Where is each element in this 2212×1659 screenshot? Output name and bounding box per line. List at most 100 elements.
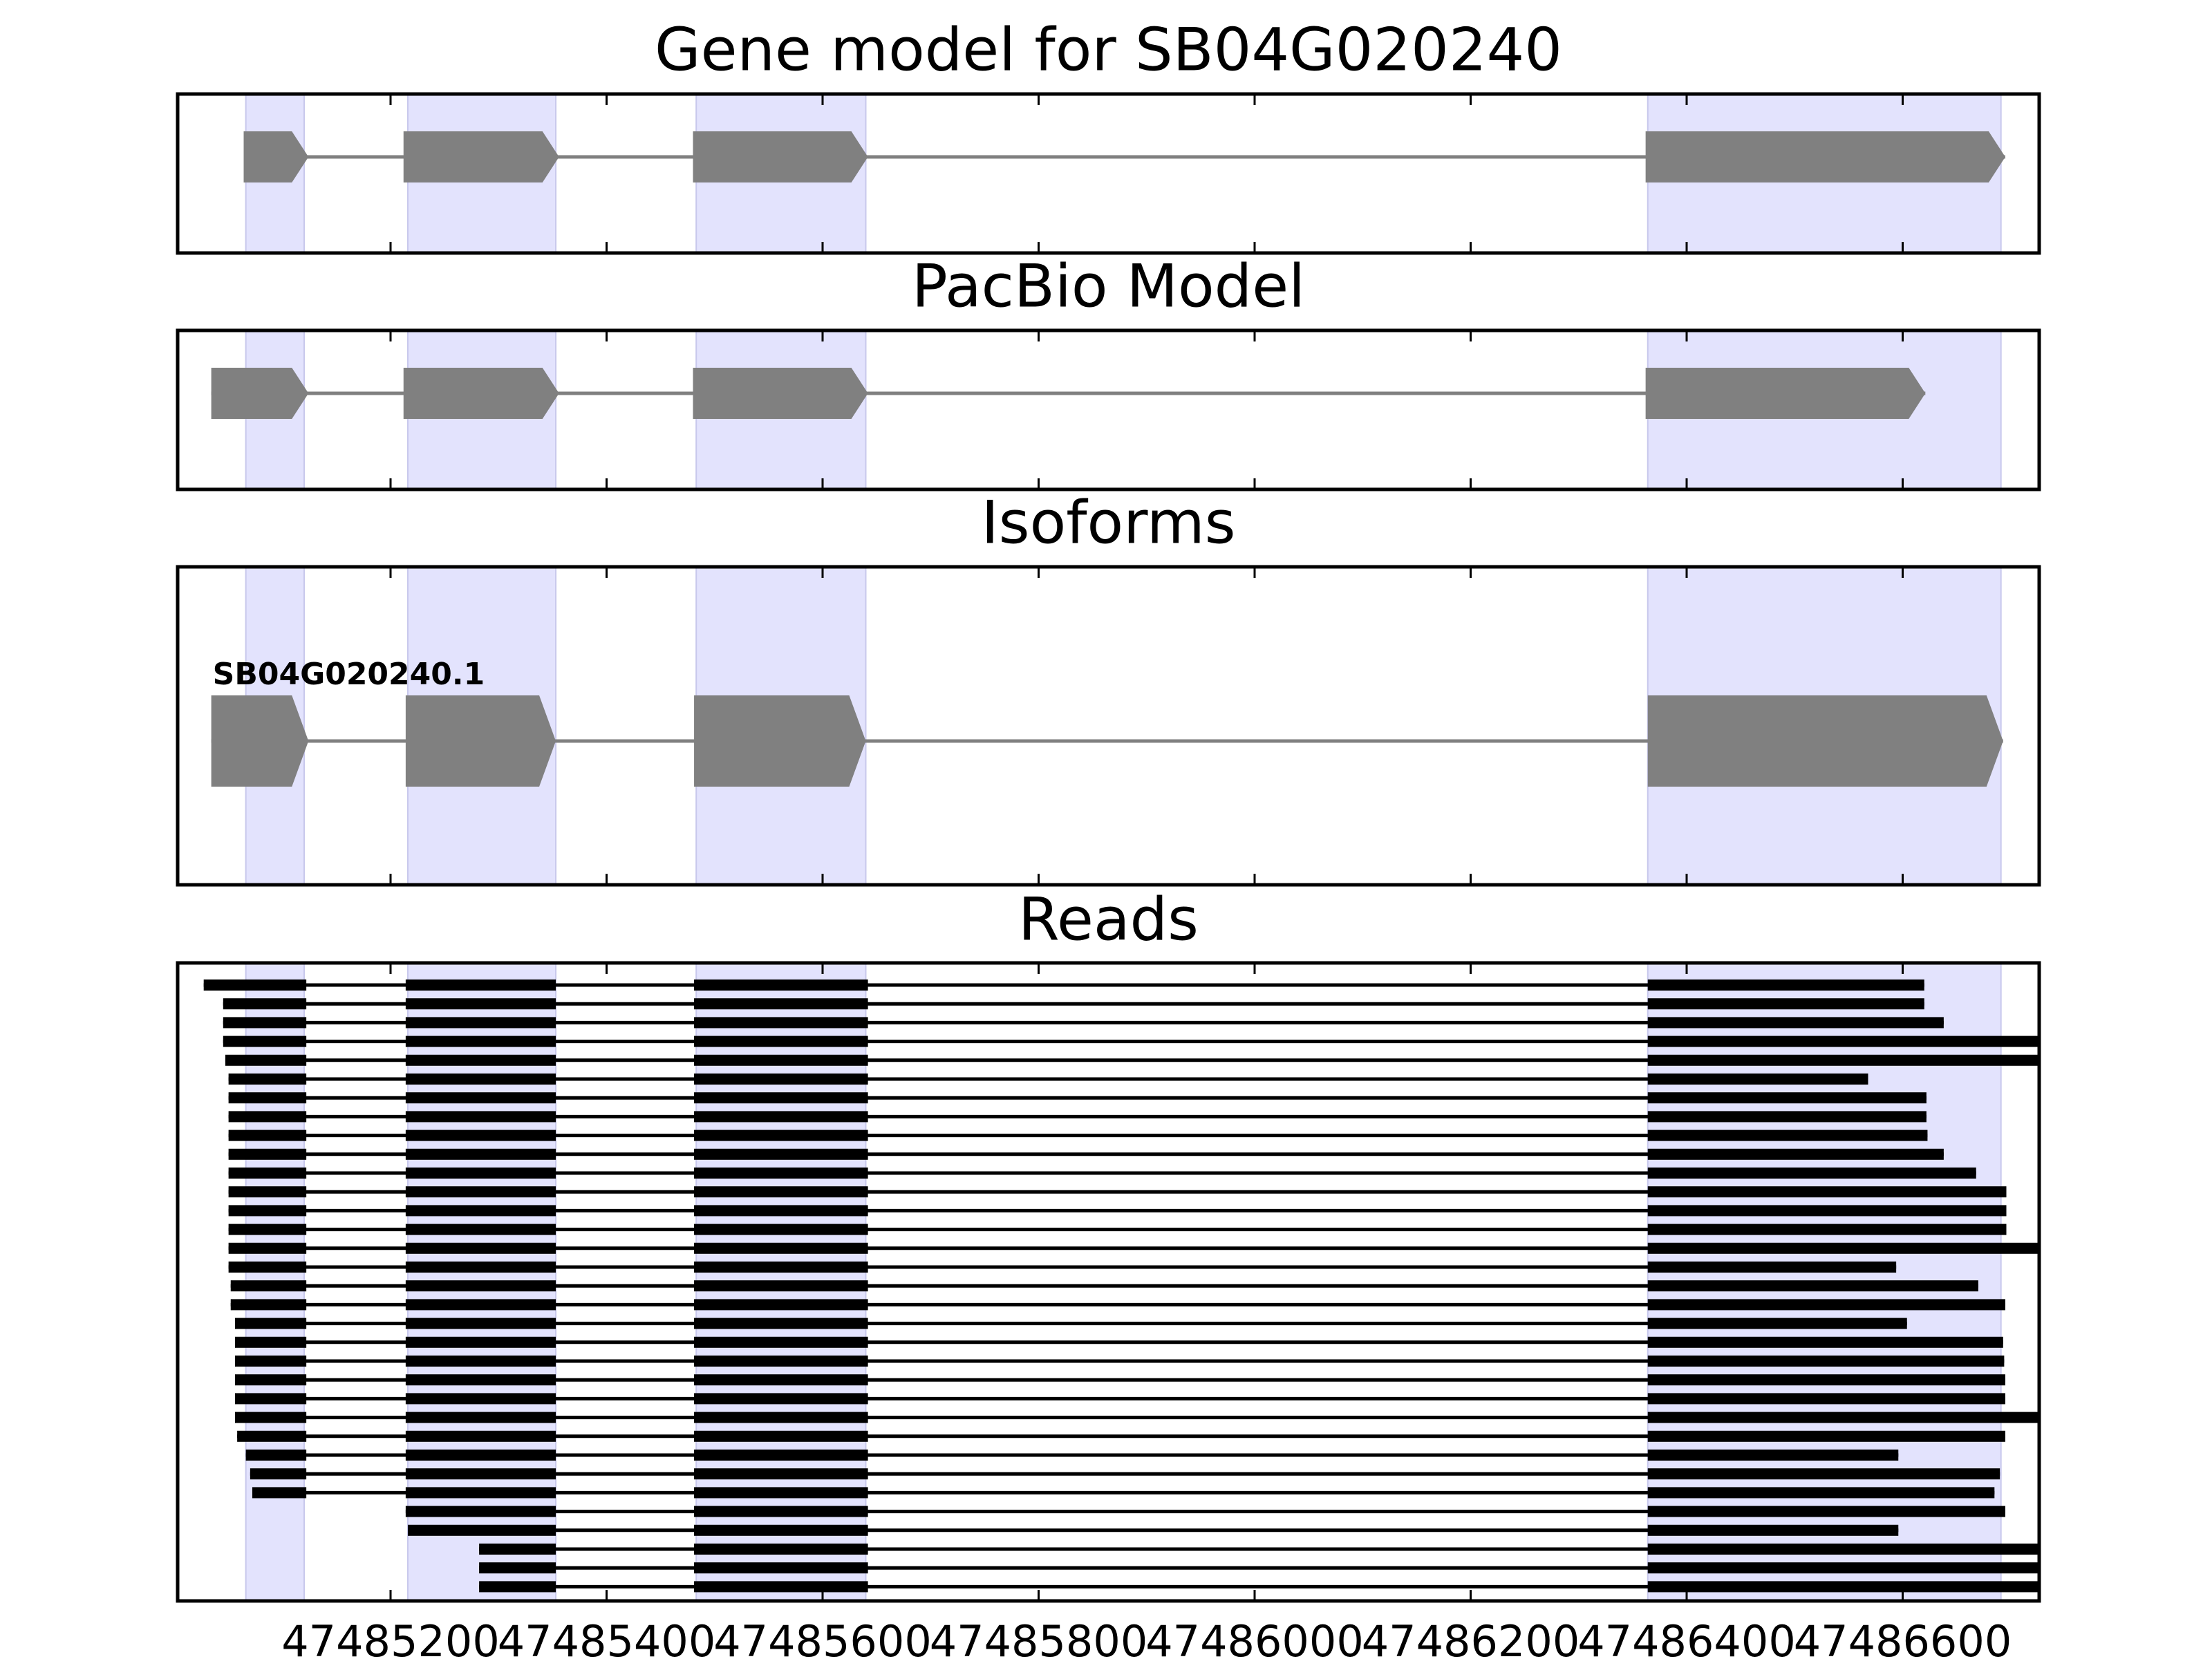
panel-title: Gene model for SB04G020240: [655, 15, 1562, 84]
read-block: [405, 1299, 556, 1311]
read-block: [1647, 1224, 2007, 1235]
read: [228, 1130, 1928, 1141]
read-block: [223, 1035, 307, 1047]
read-block: [405, 1054, 556, 1066]
x-tick-label: 47486600: [1794, 1616, 2012, 1659]
read-block: [1647, 1074, 1868, 1085]
read-block: [235, 1336, 307, 1348]
read: [228, 1074, 1868, 1085]
panel-title: PacBio Model: [912, 252, 1305, 321]
read-block: [405, 1356, 556, 1367]
read-block: [694, 1581, 868, 1593]
read-block: [408, 1524, 556, 1536]
read-block: [694, 1506, 868, 1517]
panel-frame: [176, 328, 2041, 491]
read: [230, 1280, 1978, 1292]
read-block: [405, 1017, 556, 1029]
exon-block: [403, 131, 559, 182]
read: [228, 1224, 2007, 1235]
read-block: [228, 1168, 307, 1179]
read: [223, 1017, 1944, 1029]
read-block: [1647, 1242, 2039, 1254]
read-block: [235, 1393, 307, 1405]
read-block: [235, 1356, 307, 1367]
read-block: [1647, 1092, 1927, 1104]
read: [228, 1205, 2007, 1217]
read: [237, 1430, 2005, 1442]
read-block: [1647, 1205, 2007, 1217]
read-block: [405, 1262, 556, 1273]
read-block: [1647, 1111, 1927, 1123]
read-block: [479, 1581, 556, 1593]
read: [228, 1242, 2039, 1254]
read: [250, 1468, 2000, 1480]
read-block: [694, 1318, 868, 1329]
read-block: [230, 1299, 307, 1311]
panel-content-1: [243, 94, 2005, 253]
read-block: [1647, 1412, 2039, 1423]
read-block: [235, 1412, 307, 1423]
read-block: [405, 1148, 556, 1160]
read: [228, 1168, 1976, 1179]
read-block: [1647, 1054, 2039, 1066]
read-block: [405, 1224, 556, 1235]
panel-frame: [176, 961, 2041, 1603]
panel-content-2: [211, 330, 2002, 489]
read: [223, 998, 1924, 1010]
x-tick-label: 47485800: [930, 1616, 1148, 1659]
read-block: [228, 1130, 307, 1141]
read-block: [405, 1035, 556, 1047]
exon-block: [693, 368, 868, 419]
read-block: [694, 1450, 868, 1461]
read-block: [479, 1544, 556, 1555]
read-block: [405, 1111, 556, 1123]
read-block: [694, 1035, 868, 1047]
read-block: [694, 1393, 868, 1405]
read: [235, 1393, 2005, 1405]
read: [479, 1544, 2039, 1555]
read-block: [405, 1168, 556, 1179]
read-block: [405, 998, 556, 1010]
read-block: [694, 1168, 868, 1179]
read-block: [228, 1148, 307, 1160]
x-tick-label: 47486000: [1145, 1616, 1364, 1659]
read-block: [1647, 1468, 2000, 1480]
read-block: [405, 1186, 556, 1198]
read-block: [405, 1130, 556, 1141]
read: [223, 1035, 2039, 1047]
read: [235, 1336, 2003, 1348]
read-block: [1647, 1524, 1899, 1536]
exon-block: [403, 368, 559, 419]
read-block: [405, 1468, 556, 1480]
read-block: [694, 1562, 868, 1574]
read-block: [1647, 1318, 1907, 1329]
read-block: [694, 1412, 868, 1423]
read-block: [1647, 1035, 2039, 1047]
read-block: [694, 1468, 868, 1480]
x-tick-label: 47486400: [1577, 1616, 1796, 1659]
read-block: [405, 1205, 556, 1217]
read-block: [252, 1487, 307, 1499]
read-block: [1647, 1562, 2039, 1574]
read-block: [694, 1017, 868, 1029]
read-block: [1647, 1581, 2039, 1593]
read: [228, 1111, 1927, 1123]
read: [405, 1506, 2005, 1517]
exon-block: [694, 695, 866, 787]
read-block: [1647, 1168, 1976, 1179]
read: [235, 1412, 2039, 1423]
read-block: [228, 1111, 307, 1123]
read-block: [694, 1224, 868, 1235]
read: [235, 1374, 2005, 1386]
read-block: [1647, 1450, 1899, 1461]
panel-content-3: [211, 567, 2003, 885]
read-block: [1647, 1148, 1944, 1160]
read-block: [694, 980, 868, 991]
read-block: [223, 998, 307, 1010]
read-block: [405, 1242, 556, 1254]
exon-block: [1645, 131, 2005, 182]
read-block: [1647, 1299, 2005, 1311]
panel-title: Reads: [1018, 885, 1199, 954]
exon-block: [1645, 368, 1926, 419]
read: [252, 1487, 1995, 1499]
